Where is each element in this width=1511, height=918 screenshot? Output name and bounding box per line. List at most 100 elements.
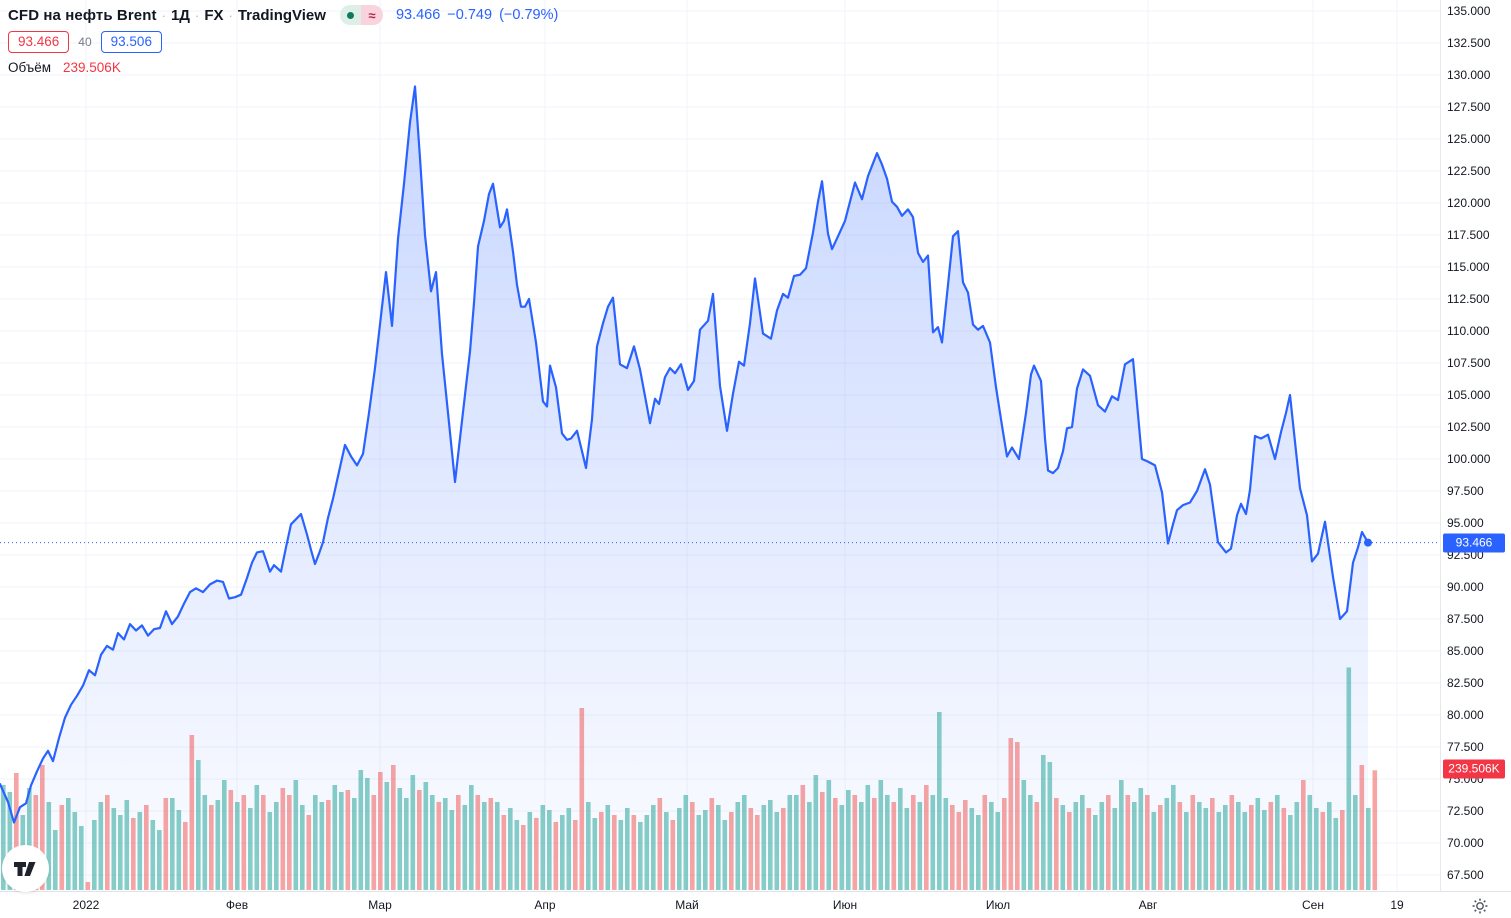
volume-bar: [332, 785, 338, 890]
volume-bar: [1151, 812, 1157, 890]
volume-bar: [898, 788, 903, 890]
volume-bar: [456, 795, 461, 890]
price-axis-label: 80.000: [1447, 708, 1484, 722]
volume-bar: [1112, 808, 1118, 890]
symbol-title[interactable]: CFD на нефть Brent: [8, 6, 157, 24]
volume-bar: [703, 810, 708, 890]
volume-bar: [293, 780, 299, 890]
price-axis-label: 110.000: [1447, 324, 1490, 338]
volume-bar: [625, 808, 630, 890]
volume-bar: [787, 795, 793, 890]
volume-bar: [280, 788, 286, 890]
volume-bar: [228, 790, 234, 890]
volume-bar: [664, 812, 669, 890]
volume-bar: [157, 830, 162, 890]
volume-bar: [378, 772, 383, 890]
volume-bar: [1320, 812, 1326, 890]
volume-bar: [742, 795, 747, 890]
tradingview-logo[interactable]: [2, 845, 49, 892]
price-axis-label: 67.500: [1447, 868, 1484, 882]
time-axis-label: Фев: [225, 898, 249, 912]
volume-bar: [800, 785, 806, 890]
volume-bar: [1132, 802, 1137, 890]
volume-bar: [189, 735, 195, 890]
volume-bar: [638, 822, 643, 890]
buy-price-button[interactable]: 93.506: [100, 31, 162, 53]
market-status-pill[interactable]: ≈: [339, 5, 383, 25]
volume-bar: [859, 802, 864, 890]
price-axis-label: 105.000: [1447, 388, 1491, 402]
volume-bar: [358, 770, 364, 890]
volume-bar: [261, 795, 266, 890]
volume-bar: [748, 808, 754, 890]
volume-bar: [1307, 795, 1313, 890]
volume-bar: [1158, 805, 1163, 890]
volume-bar: [995, 812, 1001, 890]
volume-bar: [170, 798, 175, 890]
price-axis-label: 87.500: [1447, 612, 1484, 626]
volume-bar: [326, 800, 331, 890]
price-axis-label: 102.500: [1447, 420, 1491, 434]
price-axis-label: 135.000: [1447, 4, 1491, 18]
price-scale[interactable]: 93.466 239.506K 135.000 132.500 130.000 127…: [1440, 0, 1511, 891]
volume-bar: [612, 815, 617, 890]
volume-bar: [1268, 802, 1274, 890]
volume-bar: [144, 805, 149, 890]
volume-bar: [735, 802, 741, 890]
volume-bar: [436, 802, 442, 890]
volume-bar: [852, 795, 858, 890]
volume-bar: [865, 785, 871, 890]
gear-icon[interactable]: [1468, 896, 1492, 916]
volume-bar: [300, 805, 305, 890]
plot-area[interactable]: [0, 0, 1440, 891]
volume-bar: [1086, 808, 1092, 890]
volume-bar: [885, 795, 890, 890]
volume-bar: [540, 805, 546, 890]
volume-bar: [202, 795, 208, 890]
price-axis-label: 127.500: [1447, 100, 1491, 114]
volume-bar: [605, 805, 611, 890]
sell-price-button[interactable]: 93.466: [8, 31, 70, 53]
price-axis-label: 130.000: [1447, 68, 1491, 82]
volume-bar: [1301, 780, 1306, 890]
volume-bar: [137, 812, 143, 890]
chart-legend: CFD на нефть Brent · 1Д · FX · TradingVi…: [8, 4, 558, 75]
volume-bar: [755, 815, 760, 890]
price-axis-label: 132.500: [1447, 36, 1491, 50]
time-axis-label: Июл: [985, 898, 1011, 912]
volume-bar: [85, 882, 91, 890]
volume-indicator-label[interactable]: Объём: [8, 60, 52, 75]
volume-bar: [430, 795, 435, 890]
volume-bar: [287, 795, 292, 890]
volume-bar: [404, 798, 409, 890]
price-axis-label: 122.500: [1447, 164, 1491, 178]
time-axis-label: Сен: [1302, 898, 1324, 912]
volume-bar: [1021, 780, 1027, 890]
price-axis-label: 95.000: [1447, 516, 1484, 530]
volume-bar: [131, 818, 136, 890]
volume-bar: [1002, 798, 1007, 890]
volume-bar: [1041, 755, 1046, 890]
volume-bar: [1372, 770, 1378, 891]
price-area: [0, 86, 1368, 890]
price-axis-label: 117.500: [1447, 228, 1490, 242]
volume-bar: [1353, 795, 1358, 890]
time-scale[interactable]: 2022 Фев Мар Апр Май Июн Июл Авг Сен 19: [0, 891, 1511, 918]
volume-bar: [254, 785, 260, 890]
volume-bar: [222, 780, 227, 890]
volume-bar: [391, 765, 396, 890]
volume-bar: [449, 810, 455, 890]
volume-bar: [917, 802, 923, 890]
volume-bar: [105, 795, 110, 890]
volume-bar: [521, 825, 526, 890]
volume-bar: [527, 812, 533, 890]
volume-bar: [235, 802, 240, 890]
volume-bar: [1314, 808, 1319, 890]
volume-bar: [488, 798, 494, 890]
volume-bar: [196, 760, 201, 890]
volume-bar: [1249, 805, 1254, 890]
volume-bar: [397, 788, 403, 890]
volume-bar: [1223, 805, 1228, 890]
